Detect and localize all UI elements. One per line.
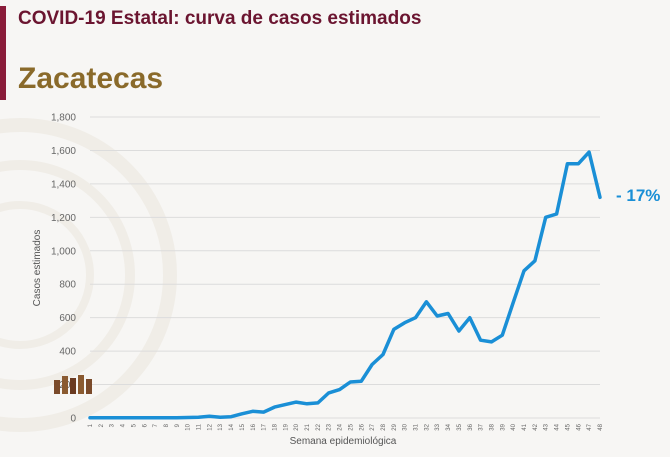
- y-axis-title: Casos estimados: [32, 230, 43, 307]
- series-line: [88, 150, 602, 420]
- x-axis-title: Semana epidemiológica: [290, 436, 397, 447]
- x-tick-label: 24: [338, 423, 344, 430]
- x-tick-label: 5: [131, 423, 137, 427]
- x-tick-label: 20: [294, 423, 300, 430]
- x-tick-label: 31: [414, 423, 420, 430]
- x-tick-label: 9: [175, 423, 181, 427]
- x-tick-label: 7: [153, 423, 159, 427]
- x-tick-label: 6: [142, 423, 148, 427]
- x-tick-label: 45: [565, 423, 571, 430]
- x-tick-label: 16: [251, 423, 257, 430]
- x-tick-label: 14: [229, 423, 235, 430]
- x-tick-label: 22: [316, 423, 322, 430]
- x-tick-label: 28: [381, 423, 387, 430]
- change-percentage: - 17%: [616, 186, 661, 205]
- x-tick-label: 29: [392, 423, 398, 430]
- x-tick-label: 10: [186, 423, 192, 430]
- x-tick-label: 26: [359, 423, 365, 430]
- x-tick-label: 4: [121, 423, 127, 427]
- y-tick-label: 600: [59, 313, 76, 324]
- x-tick-label: 34: [446, 423, 452, 430]
- y-tick-label: 1,000: [51, 246, 76, 257]
- x-tick-label: 47: [587, 423, 593, 430]
- y-tick-label: 1,800: [51, 113, 76, 124]
- page-title: COVID-19 Estatal: curva de casos estimad…: [18, 8, 422, 29]
- x-tick-label: 25: [348, 423, 354, 430]
- x-tick-label: 3: [110, 423, 116, 427]
- y-tick-label: 1,600: [51, 146, 76, 157]
- x-tick-label: 33: [435, 423, 441, 430]
- x-tick-label: 13: [218, 423, 224, 430]
- institution-logo: [54, 375, 92, 394]
- x-tick-label: 23: [327, 423, 333, 430]
- y-tick-label: 1,400: [51, 179, 76, 190]
- x-tick-label: 19: [283, 423, 289, 430]
- x-tick-label: 48: [598, 423, 604, 430]
- x-tick-label: 8: [164, 423, 170, 427]
- gridlines: [90, 116, 600, 419]
- x-tick-label: 35: [457, 423, 463, 430]
- x-tick-label: 2: [99, 423, 105, 427]
- x-tick-label: 36: [468, 423, 474, 430]
- x-tick-label: 44: [555, 423, 561, 430]
- y-tick-label: 1,200: [51, 213, 76, 224]
- x-tick-label: 12: [207, 423, 213, 430]
- background-ornament: [0, 118, 177, 432]
- x-tick-label: 41: [522, 423, 528, 430]
- x-tick-label: 18: [272, 423, 278, 430]
- x-tick-label: 46: [576, 423, 582, 430]
- x-tick-label: 27: [370, 423, 376, 430]
- x-tick-label: 1: [88, 423, 94, 427]
- series: [88, 150, 602, 420]
- x-tick-label: 32: [424, 423, 430, 430]
- x-tick-label: 43: [544, 423, 550, 430]
- x-tick-label: 37: [479, 423, 485, 430]
- x-tick-label: 38: [489, 423, 495, 430]
- state-name: Zacatecas: [18, 62, 164, 95]
- x-tick-label: 40: [511, 423, 517, 430]
- x-tick-label: 42: [533, 423, 539, 430]
- accent-bar: [0, 6, 6, 100]
- y-tick-label: 400: [59, 347, 76, 358]
- x-tick-label: 39: [500, 423, 506, 430]
- x-tick-label: 15: [240, 423, 246, 430]
- x-tick-label: 11: [197, 423, 203, 430]
- y-tick-label: 800: [59, 280, 76, 291]
- y-tick-label: 0: [70, 414, 76, 425]
- x-tick-labels: 1 2 3 4 5 6 7 8 9 10 11 12 13 14 15 16 17 18 19 20 21 22 23 24 2…: [88, 423, 604, 430]
- x-tick-label: 21: [305, 423, 311, 430]
- x-tick-label: 17: [262, 423, 268, 430]
- x-tick-label: 30: [403, 423, 409, 430]
